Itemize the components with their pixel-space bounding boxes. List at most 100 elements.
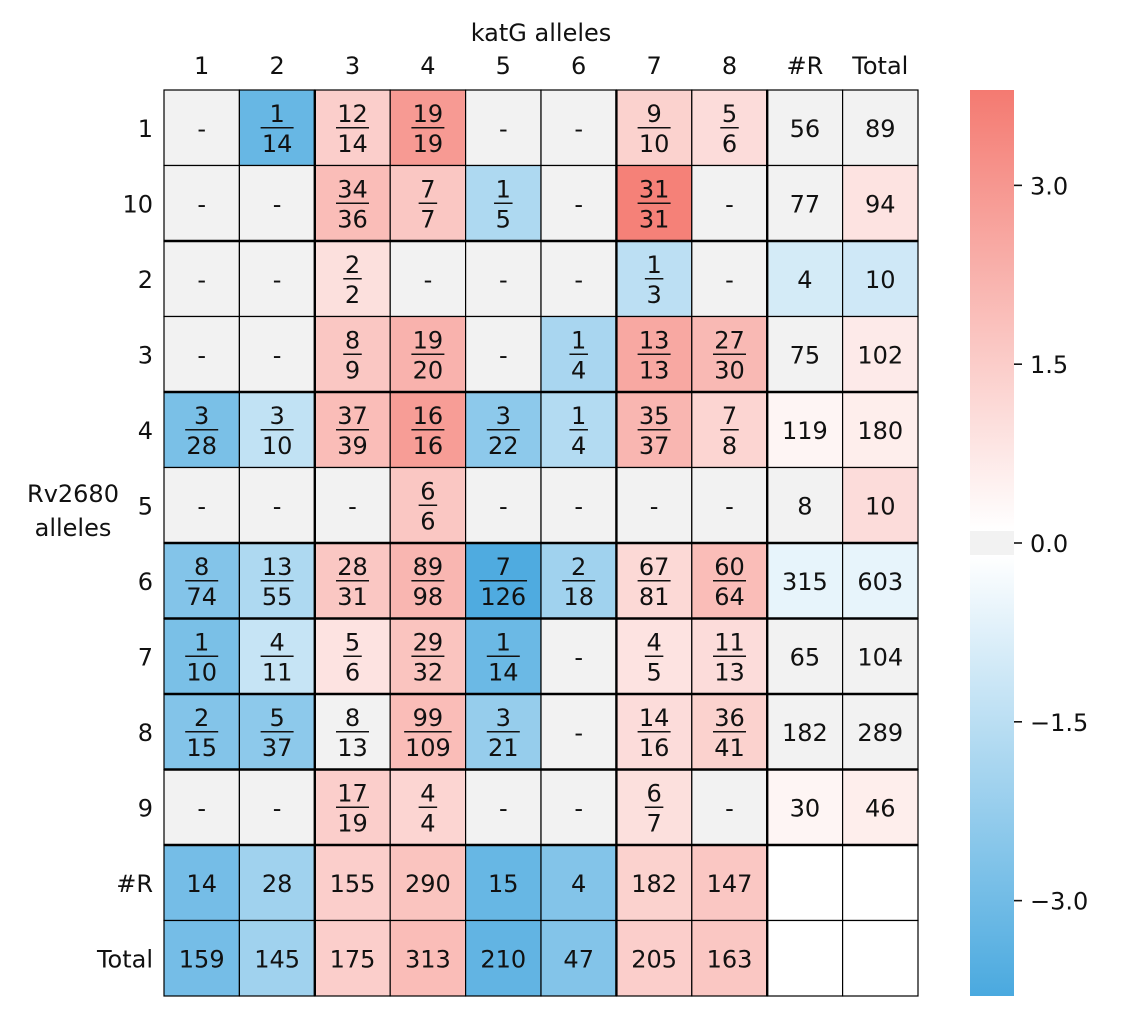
- heatmap-cell: 321: [465, 693, 542, 771]
- heatmap-cell: -: [540, 466, 618, 544]
- cell-value: 180: [857, 417, 903, 445]
- heatmap-cell: 15: [465, 844, 542, 922]
- cell-value: 155: [330, 870, 376, 898]
- cell-fill: [238, 844, 316, 922]
- heatmap-cell: -: [238, 240, 316, 318]
- cell-fill: [766, 240, 844, 318]
- cell-value: 290: [405, 870, 451, 898]
- cell-numerator: 28: [337, 553, 368, 581]
- cell-denominator: 31: [639, 205, 670, 233]
- cell-numerator: 27: [714, 326, 745, 354]
- heatmap-cell: 155: [314, 844, 391, 922]
- cell-numerator: 8: [194, 553, 209, 581]
- cell-denominator: 55: [262, 583, 293, 611]
- heatmap-cell: -: [465, 89, 542, 167]
- heatmap-cell: [766, 844, 844, 922]
- cell-denominator: 2: [345, 281, 360, 309]
- x-axis-label: katG alleles: [471, 19, 612, 47]
- heatmap-cell: 110: [163, 617, 241, 695]
- cell-fill: [691, 542, 768, 620]
- cell-value: -: [574, 115, 583, 143]
- cell-value: -: [725, 190, 734, 218]
- cell-numerator: 1: [571, 402, 586, 430]
- cell-value: 102: [857, 341, 903, 369]
- cell-numerator: 5: [722, 100, 737, 128]
- cell-denominator: 32: [413, 658, 444, 686]
- cell-numerator: 13: [639, 326, 670, 354]
- cell-denominator: 14: [488, 658, 519, 686]
- heatmap-cell: -: [238, 315, 316, 393]
- cell-denominator: 3: [646, 281, 661, 309]
- cell-fill: [691, 466, 768, 544]
- cell-value: -: [650, 492, 659, 520]
- cell-value: -: [574, 794, 583, 822]
- cell-denominator: 5: [646, 658, 661, 686]
- cell-fill: [465, 466, 542, 544]
- heatmap-cell: 10: [841, 240, 919, 318]
- cell-numerator: 2: [571, 553, 586, 581]
- cell-fill: [389, 919, 467, 997]
- heatmap-cell: 313: [389, 919, 467, 997]
- cell-value: 65: [790, 643, 821, 671]
- heatmap-cell: -: [540, 617, 618, 695]
- cell-numerator: 7: [420, 175, 435, 203]
- cell-numerator: 60: [714, 553, 745, 581]
- cell-fill: [163, 919, 241, 997]
- cell-value: -: [725, 266, 734, 294]
- cell-value: 175: [330, 945, 376, 973]
- cell-numerator: 4: [269, 628, 284, 656]
- cell-numerator: 2: [194, 704, 209, 732]
- heatmap-cell: 30: [766, 768, 844, 846]
- cell-value: 28: [262, 870, 293, 898]
- cell-fill: [163, 240, 241, 318]
- heatmap-cell: -: [163, 240, 241, 318]
- row-label-4: 4: [138, 417, 153, 445]
- heatmap-cell: 310: [238, 391, 316, 469]
- cell-fill: [766, 542, 844, 620]
- cell-value: -: [273, 190, 282, 218]
- cell-value: -: [574, 190, 583, 218]
- cell-value: 147: [707, 870, 753, 898]
- cell-denominator: 98: [413, 583, 444, 611]
- cell-value: 182: [631, 870, 677, 898]
- cell-fill: [766, 844, 844, 922]
- cell-value: 119: [782, 417, 828, 445]
- heatmap-cell: -: [163, 466, 241, 544]
- col-label-4: 4: [420, 52, 435, 80]
- cell-fill: [841, 617, 919, 695]
- cell-value: 14: [186, 870, 217, 898]
- cell-fill: [465, 240, 542, 318]
- heatmap-cell: -: [465, 240, 542, 318]
- cell-value: 159: [179, 945, 225, 973]
- col-label-8: 8: [722, 52, 737, 80]
- cell-value: -: [273, 492, 282, 520]
- col-label-7: 7: [646, 52, 661, 80]
- cell-denominator: 20: [413, 356, 444, 384]
- cell-numerator: 1: [646, 251, 661, 279]
- colorbar-tick-label: −1.5: [1030, 709, 1088, 737]
- cell-fill: [540, 768, 618, 846]
- heatmap-cell: 66: [389, 466, 467, 544]
- heatmap-cell: 874: [163, 542, 241, 620]
- cell-value: -: [197, 190, 206, 218]
- cell-fill: [615, 466, 693, 544]
- heatmap-cell: -: [540, 164, 618, 242]
- cell-value: 145: [254, 945, 300, 973]
- row-label-total: Total: [96, 945, 153, 973]
- cell-value: 603: [857, 568, 903, 596]
- cell-fill: [766, 391, 844, 469]
- col-label-2: 2: [269, 52, 284, 80]
- heatmap-cell: 182: [766, 693, 844, 771]
- cell-value: 46: [865, 794, 896, 822]
- heatmap-cell: 14: [540, 315, 618, 393]
- cell-value: 315: [782, 568, 828, 596]
- cell-numerator: 3: [194, 402, 209, 430]
- cell-numerator: 34: [337, 175, 368, 203]
- heatmap-cell: -: [540, 768, 618, 846]
- cell-value: -: [273, 794, 282, 822]
- heatmap-cell: -: [314, 466, 391, 544]
- cell-fill: [163, 164, 241, 242]
- row-label-6: 6: [138, 568, 153, 596]
